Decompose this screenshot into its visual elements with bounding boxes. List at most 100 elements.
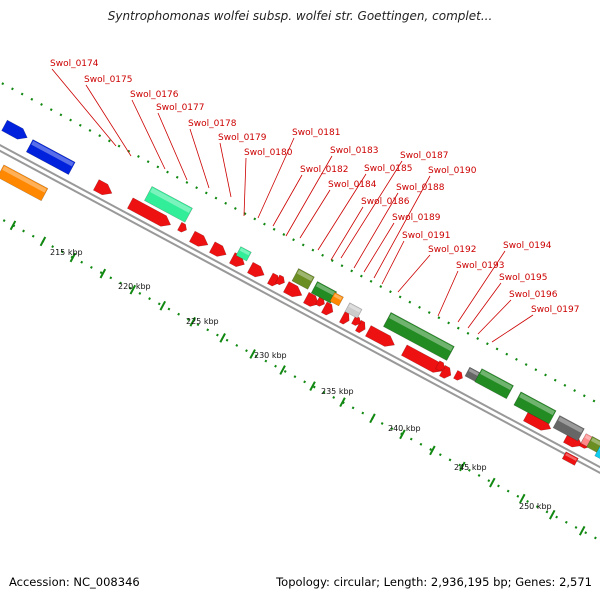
gene-feature	[364, 325, 395, 347]
gene-label: Swol_0179	[218, 133, 267, 143]
gene-label: Swol_0185	[364, 164, 413, 174]
gene-label: Swol_0188	[396, 183, 445, 193]
gene-feature	[464, 366, 481, 382]
scale-tick	[578, 525, 586, 536]
map-title: Syntrophomonas wolfei subsp. wolfei str.…	[107, 9, 493, 23]
scale-tick	[369, 413, 376, 424]
gene-leader-line	[131, 99, 166, 170]
gene-label: Swol_0189	[392, 213, 441, 223]
gene-leader-line	[491, 314, 534, 343]
scale-label: 225 kbp	[186, 317, 219, 326]
gene-feature	[177, 221, 187, 233]
gene-label: Swol_0184	[328, 180, 377, 190]
gene-leader-line	[340, 160, 403, 259]
gene-label: Swol_0180	[244, 148, 293, 158]
accession-text: Accession: NC_008346	[9, 575, 140, 589]
gene-label: Swol_0178	[188, 119, 237, 129]
genome-backbone-gap	[0, 146, 600, 472]
gene-label: Swol_0196	[509, 290, 558, 300]
gene-feature	[561, 451, 579, 466]
gene-feature	[291, 268, 315, 290]
gene-feature	[351, 315, 361, 326]
genome-backbone	[0, 144, 600, 474]
scale-tick	[489, 477, 496, 488]
scale-tick	[129, 284, 137, 295]
gene-feature	[594, 444, 600, 463]
scale-tick	[39, 236, 47, 247]
gene-leader-line	[85, 84, 132, 157]
gene-label: Swol_0190	[428, 166, 477, 176]
gene-leader-line	[285, 155, 333, 237]
scale-tick	[309, 381, 316, 391]
gene-feature	[246, 261, 265, 278]
gene-leader-line	[272, 174, 303, 227]
gene-label: Swol_0193	[456, 261, 505, 271]
gene-feature	[126, 197, 172, 227]
gene-feature	[400, 344, 444, 373]
scale-tick	[339, 397, 346, 408]
gene-leader-line	[157, 112, 188, 181]
gene-leader-line	[457, 250, 506, 323]
scale-tick	[159, 300, 167, 311]
scale-tick	[99, 268, 107, 279]
gene-feature	[92, 179, 113, 196]
gene-leader-line	[353, 192, 399, 269]
gene-leader-line	[437, 270, 459, 317]
gene-feature	[513, 391, 557, 425]
gene-label: Swol_0174	[50, 59, 99, 69]
gene-leader-line	[381, 240, 405, 285]
scale-tick	[519, 493, 526, 504]
inner-tick-track	[0, 80, 600, 406]
gene-leader-line	[363, 222, 395, 273]
gene-label: Swol_0192	[428, 245, 477, 255]
gene-feature	[474, 368, 514, 400]
gene-label: Swol_0186	[361, 197, 410, 207]
scale-tick	[69, 252, 77, 263]
scale-tick	[249, 349, 256, 359]
scale-label: 230 kbp	[254, 351, 287, 360]
scale-label: 240 kbp	[388, 424, 421, 433]
scale-tick	[279, 365, 286, 375]
scale-label: 235 kbp	[321, 387, 354, 396]
gene-label: Swol_0191	[402, 231, 451, 241]
scale-label: 250 kbp	[519, 502, 552, 511]
scale-label: 215 kbp	[50, 248, 83, 257]
gene-feature	[208, 241, 227, 257]
gene-leader-line	[477, 299, 512, 335]
gene-feature	[320, 301, 334, 316]
gene-leader-line	[467, 282, 502, 329]
scale-tick	[219, 332, 226, 343]
genome-info-text: Topology: circular; Length: 2,936,195 bp…	[276, 575, 592, 589]
gene-feature	[144, 186, 193, 223]
scale-tick	[429, 445, 436, 456]
gene-feature	[25, 139, 76, 175]
gene-label: Swol_0183	[330, 146, 379, 156]
gene-leader-line	[243, 157, 247, 217]
gene-label: Swol_0176	[130, 90, 179, 100]
gene-label: Swol_0195	[499, 273, 548, 283]
scale-tick	[399, 429, 406, 440]
gene-leader-line	[299, 189, 331, 239]
gene-feature	[354, 319, 366, 334]
gene-label: Swol_0194	[503, 241, 552, 251]
gene-feature	[552, 415, 585, 442]
gene-feature	[1, 119, 28, 140]
gene-label: Swol_0197	[531, 305, 580, 315]
gene-label: Swol_0187	[400, 151, 449, 161]
scale-tick	[9, 220, 17, 231]
gene-leader-line	[257, 137, 295, 219]
gene-feature	[586, 436, 600, 454]
gene-leader-line	[219, 142, 232, 198]
gene-feature	[282, 281, 303, 298]
gene-leader-line	[330, 206, 364, 261]
gene-leader-line	[373, 175, 431, 279]
gene-leader-line	[397, 254, 431, 293]
gene-feature	[383, 312, 455, 361]
gene-feature	[235, 246, 252, 262]
gene-feature	[329, 292, 344, 307]
gene-feature	[275, 274, 285, 286]
scale-tick	[459, 461, 466, 472]
gene-feature	[435, 360, 445, 371]
gene-label: Swol_0175	[84, 75, 133, 85]
